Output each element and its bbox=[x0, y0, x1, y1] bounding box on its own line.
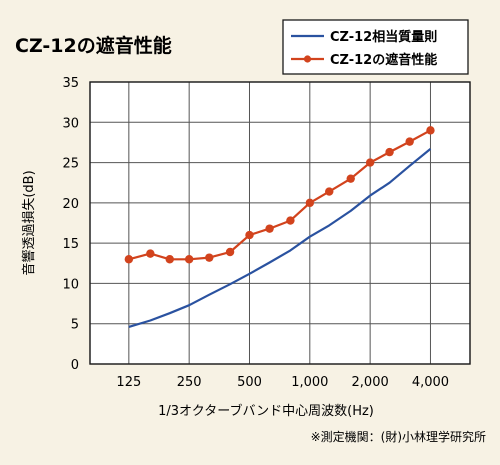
x-tick-labels: 125 250 500 1,000 2,000 4,000 bbox=[116, 375, 449, 390]
x-tick-label: 1,000 bbox=[291, 375, 328, 390]
data-point bbox=[305, 198, 315, 208]
plot-background bbox=[89, 81, 471, 365]
legend-box bbox=[282, 19, 469, 75]
data-point bbox=[245, 230, 254, 240]
x-tick-label: 2,000 bbox=[352, 375, 389, 390]
series-group bbox=[124, 126, 435, 328]
data-point bbox=[146, 249, 155, 258]
y-tick-label: 35 bbox=[62, 76, 79, 91]
data-point bbox=[426, 126, 435, 135]
y-tick-label: 30 bbox=[62, 116, 79, 131]
y-tick-label: 10 bbox=[62, 277, 79, 292]
data-point bbox=[385, 147, 394, 157]
series-line-0 bbox=[128, 148, 432, 328]
x-tick-label: 125 bbox=[116, 375, 141, 390]
data-point bbox=[165, 255, 174, 264]
y-tick-label: 15 bbox=[62, 237, 79, 252]
legend-marker-performance bbox=[303, 55, 312, 63]
data-point bbox=[205, 253, 214, 262]
chart-title: CZ-12の遮音性能 bbox=[15, 34, 172, 57]
x-tick-label: 250 bbox=[177, 375, 202, 390]
data-point bbox=[265, 224, 274, 233]
y-tick-label: 20 bbox=[62, 197, 79, 212]
data-point bbox=[405, 137, 414, 146]
data-point bbox=[184, 255, 194, 264]
y-tick-label: 0 bbox=[71, 358, 79, 373]
data-point bbox=[346, 174, 355, 183]
y-tick-labels: 0 5 10 15 20 25 30 35 bbox=[62, 76, 79, 373]
legend-label-performance: CZ-12の遮音性能 bbox=[330, 52, 437, 68]
x-tick-label: 500 bbox=[237, 375, 262, 390]
data-point bbox=[325, 187, 334, 196]
y-axis-title: 音響透過損失(dB) bbox=[21, 170, 37, 275]
data-point bbox=[365, 158, 375, 167]
plot-area bbox=[89, 81, 471, 365]
data-point bbox=[286, 216, 295, 225]
data-point bbox=[124, 255, 134, 264]
x-axis-title: 1/3オクターブバンド中心周波数(Hz) bbox=[158, 403, 374, 419]
y-tick-label: 25 bbox=[62, 157, 79, 172]
legend-label-mass-law: CZ-12相当質量則 bbox=[330, 29, 437, 45]
data-point bbox=[225, 247, 235, 257]
y-tick-label: 5 bbox=[71, 318, 79, 333]
grid bbox=[90, 82, 470, 364]
source-note: ※測定機関：(財)小林理学研究所 bbox=[311, 429, 486, 444]
x-tick-label: 4,000 bbox=[412, 375, 449, 390]
plot-frame bbox=[89, 81, 471, 365]
legend: CZ-12相当質量則 CZ-12の遮音性能 bbox=[282, 19, 469, 75]
series-line-1 bbox=[128, 129, 432, 261]
